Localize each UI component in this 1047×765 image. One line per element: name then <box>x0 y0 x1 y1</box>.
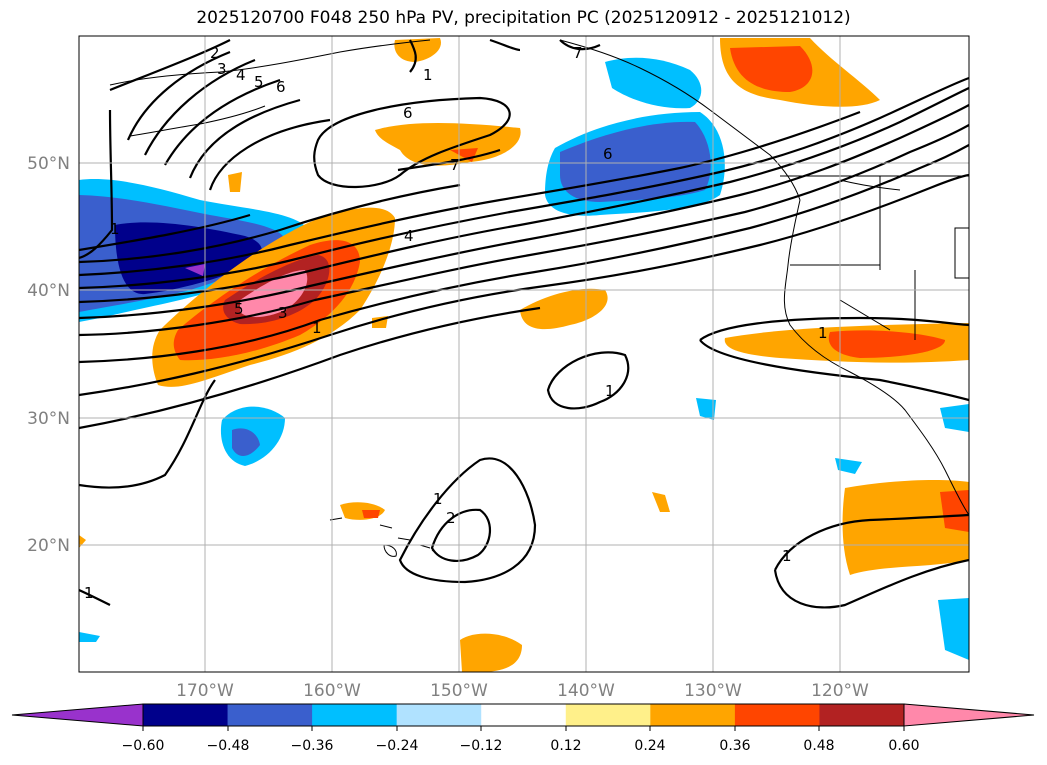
contour-label: 1 <box>423 66 433 84</box>
colorbar-swatch <box>396 704 482 726</box>
longitude-labels: 170°W 160°W 150°W 140°W 130°W 120°W <box>176 681 869 701</box>
contour-label: 1 <box>110 220 120 238</box>
contour-label: 5 <box>234 300 244 318</box>
contour-label: 1 <box>605 382 615 400</box>
latitude-labels: 50°N 40°N 30°N 20°N <box>27 154 70 556</box>
colorbar-tick-label: −0.36 <box>291 738 334 754</box>
colorbar-tick-label: 0.60 <box>888 738 919 754</box>
colorbar-tick-label: −0.60 <box>122 738 165 754</box>
contour-label: 6 <box>403 104 413 122</box>
precip-shading <box>79 38 969 672</box>
contour-label-group: 2 3 4 5 6 6 7 7 1 1 6 4 5 3 1 1 1 2 1 1 … <box>84 44 828 602</box>
lat-label: 30°N <box>27 409 70 429</box>
colorbar-swatch <box>650 704 736 726</box>
lon-label: 170°W <box>176 681 234 701</box>
contour-label: 2 <box>446 509 456 527</box>
contour-label: 1 <box>782 547 792 565</box>
contour-label: 5 <box>254 73 264 91</box>
colorbar-tick-label: −0.24 <box>376 738 419 754</box>
colorbar-swatch <box>143 704 229 726</box>
colorbar-tick-label: −0.48 <box>207 738 250 754</box>
colorbar-swatch <box>481 704 567 726</box>
lon-label: 150°W <box>430 681 488 701</box>
colorbar-swatch <box>312 704 398 726</box>
colorbar-tick-label: 0.36 <box>719 738 750 754</box>
lon-label: 130°W <box>684 681 742 701</box>
contour-label: 7 <box>450 156 460 174</box>
colorbar-swatch <box>819 704 905 726</box>
contour-label: 6 <box>603 145 613 163</box>
contour-label: 1 <box>84 584 94 602</box>
lon-label: 140°W <box>557 681 615 701</box>
pv-contours <box>79 38 969 609</box>
colorbar-frame <box>142 703 905 727</box>
colorbar: −0.60 −0.48 −0.36 −0.24 −0.12 0.12 0.24 … <box>11 703 1035 754</box>
contour-label: 1 <box>312 319 322 337</box>
colorbar-tick-label: 0.48 <box>803 738 834 754</box>
lon-label: 160°W <box>303 681 361 701</box>
colorbar-tick-label: 0.24 <box>634 738 665 754</box>
contour-label: 4 <box>404 227 414 245</box>
colorbar-swatch <box>734 704 820 726</box>
contour-label: 2 <box>210 44 220 62</box>
contour-label: 6 <box>276 78 286 96</box>
contour-label: 1 <box>433 490 443 508</box>
colorbar-tick-label: 0.12 <box>550 738 581 754</box>
colorbar-extend-min <box>11 703 144 727</box>
contour-label: 7 <box>573 44 583 62</box>
lat-label: 20°N <box>27 536 70 556</box>
contour-label: 3 <box>217 60 227 78</box>
plot-frame <box>78 35 970 673</box>
contour-label: 1 <box>818 324 828 342</box>
map-plot-area: 2 3 4 5 6 6 7 7 1 1 6 4 5 3 1 1 1 2 1 1 … <box>79 36 969 672</box>
lat-label: 40°N <box>27 281 70 301</box>
contour-label: 4 <box>236 66 246 84</box>
colorbar-swatch <box>227 704 313 726</box>
colorbar-swatch <box>565 704 651 726</box>
lon-label: 120°W <box>811 681 869 701</box>
lat-label: 50°N <box>27 154 70 174</box>
colorbar-extend-max <box>903 703 1035 727</box>
colorbar-tick-label: −0.12 <box>460 738 503 754</box>
contour-label: 3 <box>278 304 288 322</box>
map-title: 2025120700 F048 250 hPa PV, precipitatio… <box>196 8 851 28</box>
gridlines <box>79 36 969 672</box>
